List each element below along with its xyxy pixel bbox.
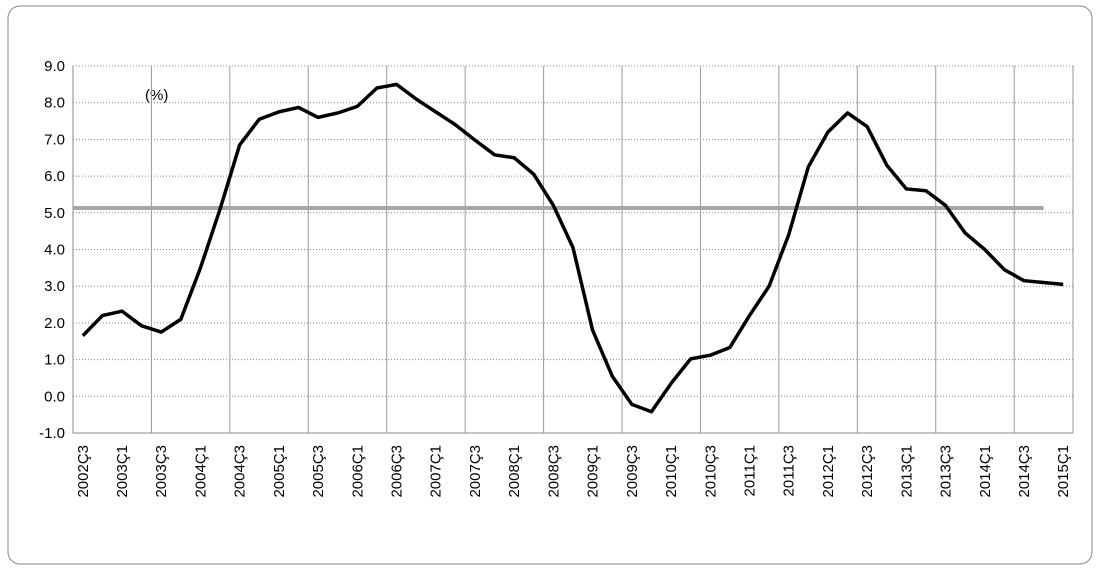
x-tick-label: 2015Ç1	[1055, 445, 1072, 498]
line-series	[81, 82, 1064, 414]
annotation: (%)	[145, 87, 168, 104]
x-tick-label: 2007Ç3	[467, 445, 484, 498]
x-tick-label: 2006Ç1	[349, 445, 366, 498]
y-tick-label: 2.0	[44, 315, 65, 332]
x-tick-label: 2013Ç1	[898, 445, 915, 498]
y-tick-label: 1.0	[44, 352, 65, 369]
y-tick-label: 8.0	[44, 95, 65, 112]
y-tick-label: 4.0	[44, 242, 65, 259]
y-tick-label: 5.0	[44, 205, 65, 222]
y-tick-label: 3.0	[44, 278, 65, 295]
x-tick-label: 2006Ç3	[389, 445, 406, 498]
x-tick-label: 2003Ç1	[114, 445, 131, 498]
x-tick-label: 2009Ç3	[624, 445, 641, 498]
x-tick-label: 2004Ç1	[192, 445, 209, 498]
x-tick-label: 2008Ç1	[506, 445, 523, 498]
x-tick-label: 2010Ç1	[663, 445, 680, 498]
y-tick-label: 7.0	[44, 131, 65, 148]
x-tick-label: 2003Ç3	[153, 445, 170, 498]
y-tick-label: 0.0	[44, 388, 65, 405]
x-tick-label: 2011Ç1	[741, 445, 758, 496]
x-tick-label: 2011Ç3	[781, 445, 798, 496]
x-tick-label: 2014Ç3	[1016, 445, 1033, 498]
x-tick-label: 2005Ç1	[271, 445, 288, 498]
x-tick-label: 2013Ç3	[938, 445, 955, 498]
x-tick-label: 2012Ç3	[859, 445, 876, 498]
y-tick-label: 9.0	[44, 58, 65, 75]
x-tick-label: 2014Ç1	[977, 445, 994, 498]
x-tick-label: 2009Ç1	[585, 445, 602, 498]
x-tick-label: 2008Ç3	[545, 445, 562, 498]
y-tick-label: 6.0	[44, 168, 65, 185]
x-tick-label: 2012Ç1	[820, 445, 837, 498]
y-tick-label: -1.0	[39, 425, 65, 442]
x-tick-label: 2004Ç3	[232, 445, 249, 498]
x-tick-label: 2002Ç3	[75, 445, 92, 498]
x-tick-label: 2007Ç1	[428, 445, 445, 498]
x-tick-label: 2010Ç3	[702, 445, 719, 498]
x-tick-label: 2005Ç3	[310, 445, 327, 498]
